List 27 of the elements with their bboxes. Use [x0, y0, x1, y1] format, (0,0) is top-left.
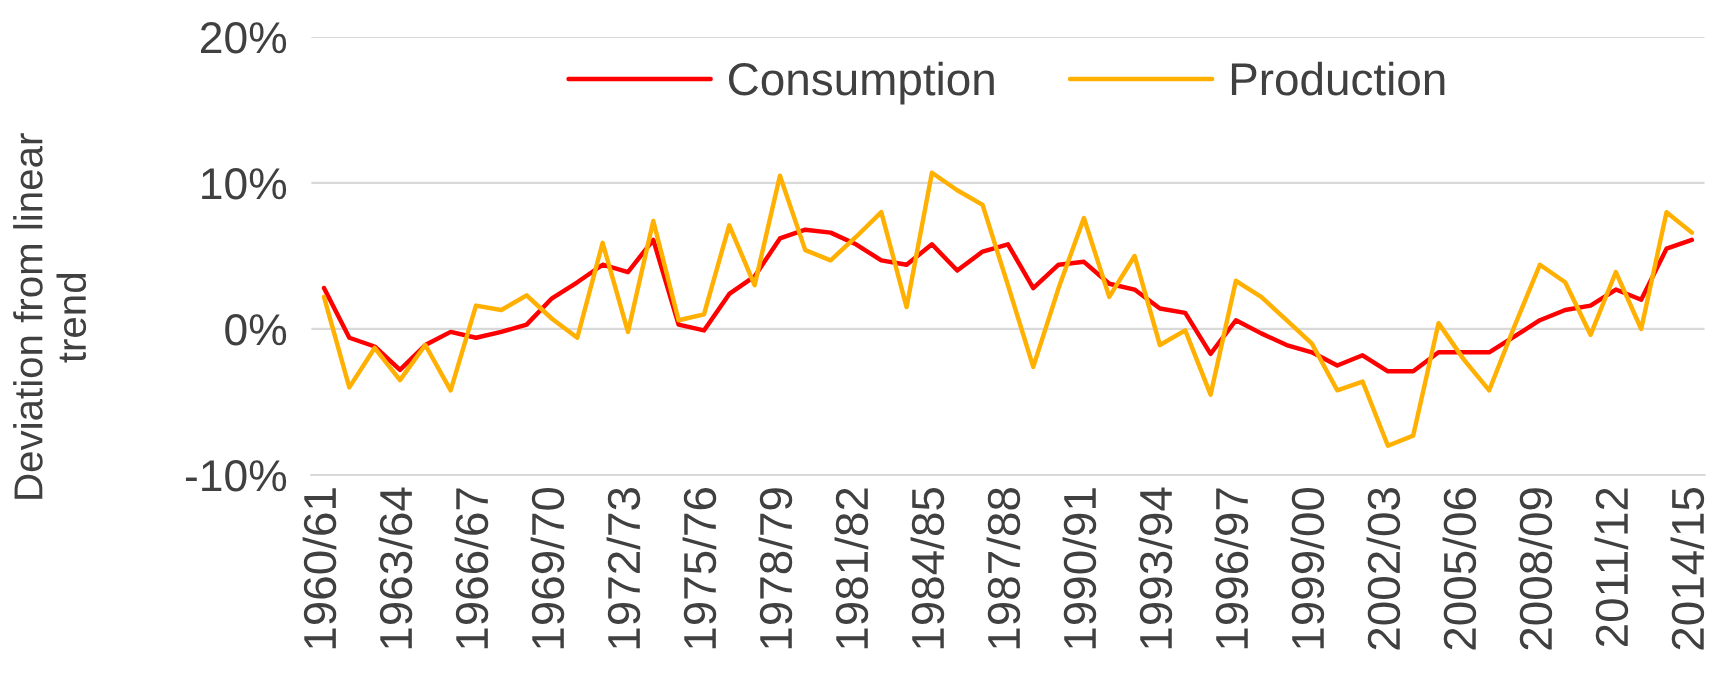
y-tick-label: 10% — [202, 168, 287, 200]
y-tick-label: 20% — [200, 22, 287, 54]
x-tick-label: 2011/12 — [1594, 488, 1629, 647]
x-tick-label: 1990/91 — [1062, 488, 1097, 649]
y-axis-title: Deviation from linear trend — [13, 133, 87, 499]
y-tick-label: -10% — [185, 460, 287, 492]
x-tick-label: 1975/76 — [682, 488, 717, 649]
x-tick-label: 1993/94 — [1138, 487, 1173, 649]
x-tick-label: 2008/09 — [1518, 488, 1553, 650]
line-series — [321, 170, 1695, 449]
x-tick-label: 2014/15 — [1670, 488, 1705, 650]
legend-label: Production — [1231, 61, 1445, 96]
x-tick-label: 2002/03 — [1366, 488, 1401, 650]
x-tick-label: 1978/79 — [758, 488, 793, 649]
x-tick-label: 1987/88 — [986, 488, 1021, 649]
x-tick-label: 2005/06 — [1442, 488, 1477, 650]
y-tick-label: 0% — [225, 314, 287, 346]
x-tick-label: 1960/61 — [302, 488, 337, 649]
x-tick-label: 1996/97 — [1214, 488, 1249, 649]
x-tick-label: 1984/85 — [910, 488, 945, 649]
x-tick-label: 1981/82 — [834, 488, 869, 649]
x-tick-label: 1972/73 — [606, 488, 641, 649]
x-tick-label: 1999/00 — [1290, 487, 1325, 649]
legend-label: Consumption — [729, 61, 994, 105]
x-tick-label: 1963/64 — [378, 487, 413, 649]
x-tick-label: 1969/70 — [530, 487, 565, 649]
x-tick-label: 1966/67 — [454, 488, 489, 649]
